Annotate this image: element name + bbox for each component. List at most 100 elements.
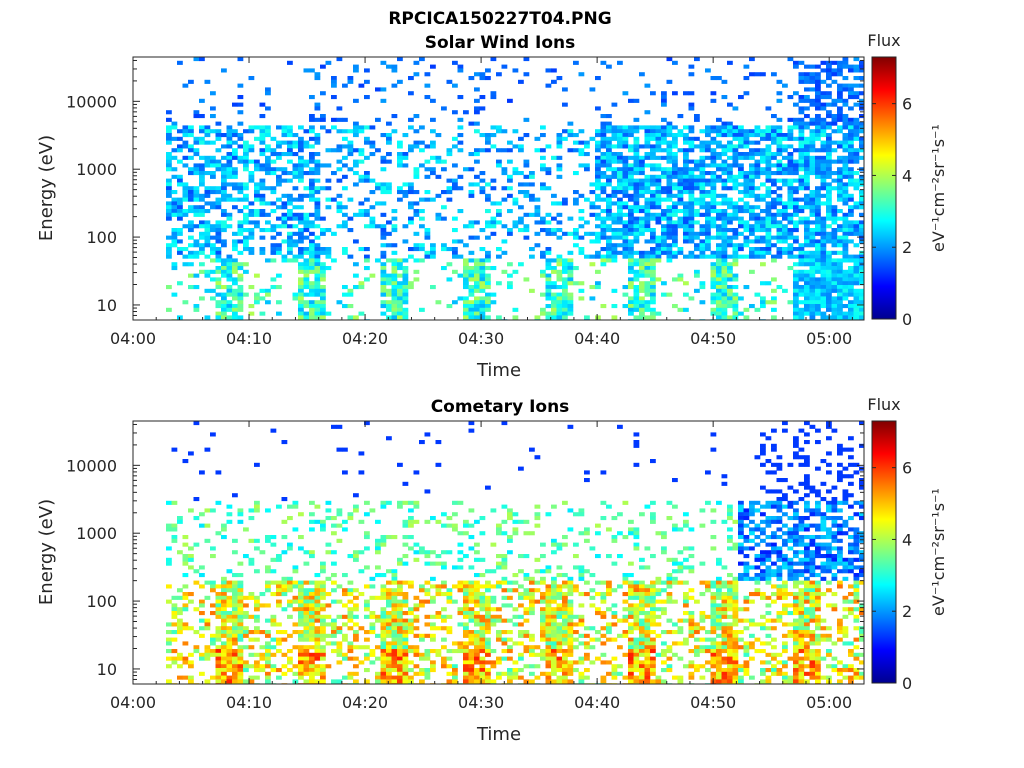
spectrogram-cell bbox=[210, 129, 216, 134]
spectrogram-cell bbox=[452, 599, 458, 604]
spectrogram-cell bbox=[617, 60, 623, 65]
spectrogram-cell bbox=[523, 235, 530, 240]
spectrogram-cell bbox=[413, 171, 420, 176]
spectrogram-cell bbox=[853, 76, 860, 81]
spectrogram-cell bbox=[435, 611, 442, 616]
spectrogram-cell bbox=[177, 174, 183, 179]
spectrogram-cell bbox=[199, 114, 205, 119]
spectrogram-cell bbox=[551, 281, 557, 286]
spectrogram-cell bbox=[265, 163, 271, 168]
spectrogram-cell bbox=[666, 212, 673, 217]
spectrogram-cell bbox=[721, 79, 728, 84]
spectrogram-cell bbox=[831, 235, 838, 240]
spectrogram-cell bbox=[859, 228, 864, 233]
spectrogram-cells bbox=[166, 421, 864, 684]
spectrogram-cell bbox=[182, 584, 189, 589]
spectrogram-cell bbox=[397, 607, 403, 612]
spectrogram-cell bbox=[485, 193, 491, 198]
spectrogram-cell bbox=[314, 656, 321, 661]
spectrogram-cell bbox=[320, 315, 326, 320]
spectrogram-cell bbox=[738, 190, 744, 195]
spectrogram-cell bbox=[265, 171, 271, 176]
spectrogram-cell bbox=[644, 133, 651, 138]
spectrogram-cell bbox=[309, 307, 315, 312]
spectrogram-cell bbox=[303, 186, 310, 191]
spectrogram-cell bbox=[204, 79, 211, 84]
spectrogram-cell bbox=[732, 182, 739, 187]
spectrogram-cell bbox=[364, 546, 370, 551]
spectrogram-cell bbox=[589, 87, 596, 92]
spectrogram-cell bbox=[617, 182, 623, 187]
spectrogram-cell bbox=[793, 247, 799, 252]
spectrogram-cell bbox=[479, 262, 486, 267]
spectrogram-cell bbox=[303, 664, 310, 669]
spectrogram-cell bbox=[815, 269, 821, 274]
spectrogram-cell bbox=[353, 504, 359, 509]
spectrogram-cell bbox=[281, 140, 288, 145]
spectrogram-cell bbox=[402, 679, 409, 684]
spectrogram-cell bbox=[815, 209, 821, 214]
spectrogram-cell bbox=[771, 178, 777, 183]
spectrogram-cell bbox=[204, 193, 211, 198]
spectrogram-cell bbox=[430, 144, 436, 149]
spectrogram-cell bbox=[441, 266, 447, 271]
spectrogram-cell bbox=[265, 292, 271, 297]
spectrogram-cell bbox=[485, 220, 491, 225]
spectrogram-cell bbox=[386, 649, 392, 654]
spectrogram-cell bbox=[358, 178, 365, 183]
spectrogram-cell bbox=[595, 197, 601, 202]
spectrogram-cell bbox=[837, 273, 843, 278]
spectrogram-cell bbox=[815, 212, 821, 217]
spectrogram-cell bbox=[727, 292, 733, 297]
spectrogram-cell bbox=[347, 148, 354, 153]
spectrogram-cell bbox=[837, 190, 843, 195]
spectrogram-cell bbox=[358, 209, 365, 214]
spectrogram-cell bbox=[353, 98, 359, 103]
spectrogram-cell bbox=[254, 603, 260, 608]
spectrogram-cell bbox=[710, 300, 717, 305]
spectrogram-cell bbox=[237, 266, 244, 271]
spectrogram-cell bbox=[655, 129, 662, 134]
spectrogram-cell bbox=[732, 209, 739, 214]
spectrogram-cell bbox=[171, 197, 178, 202]
spectrogram-cell bbox=[391, 637, 398, 642]
spectrogram-cell bbox=[710, 224, 717, 229]
spectrogram-cell bbox=[848, 197, 854, 202]
spectrogram-cell bbox=[254, 163, 260, 168]
spectrogram-cell bbox=[848, 212, 854, 217]
spectrogram-cell bbox=[721, 133, 728, 138]
spectrogram-cell bbox=[721, 292, 728, 297]
spectrogram-cell bbox=[391, 64, 398, 69]
spectrogram-cell bbox=[754, 224, 761, 229]
spectrogram-cell bbox=[545, 247, 552, 252]
spectrogram-cell bbox=[303, 300, 310, 305]
spectrogram-cell bbox=[353, 493, 359, 498]
spectrogram-cell bbox=[215, 133, 222, 138]
spectrogram-cell bbox=[204, 209, 211, 214]
spectrogram-cell bbox=[699, 178, 706, 183]
spectrogram-cell bbox=[402, 300, 409, 305]
spectrogram-cell bbox=[859, 155, 864, 160]
spectrogram-cell bbox=[815, 91, 821, 96]
spectrogram-cell bbox=[221, 266, 227, 271]
spectrogram-cell bbox=[347, 588, 354, 593]
spectrogram-cell bbox=[688, 148, 695, 153]
spectrogram-cell bbox=[842, 285, 849, 290]
spectrogram-cell bbox=[380, 201, 387, 206]
spectrogram-cell bbox=[391, 569, 398, 574]
spectrogram-cell bbox=[254, 224, 260, 229]
spectrogram-cell bbox=[837, 296, 843, 301]
spectrogram-cell bbox=[199, 652, 205, 657]
spectrogram-cell bbox=[325, 508, 332, 513]
spectrogram-cell bbox=[815, 117, 821, 122]
spectrogram-cell bbox=[199, 167, 205, 172]
spectrogram-cell bbox=[760, 216, 766, 221]
spectrogram-cell bbox=[331, 573, 337, 578]
spectrogram-cell bbox=[254, 508, 260, 513]
spectrogram-cell bbox=[232, 580, 238, 585]
spectrogram-cell bbox=[793, 224, 799, 229]
spectrogram-cell bbox=[204, 645, 211, 650]
spectrogram-cell bbox=[754, 148, 761, 153]
spectrogram-cell bbox=[705, 247, 711, 252]
spectrogram-cell bbox=[221, 622, 227, 627]
